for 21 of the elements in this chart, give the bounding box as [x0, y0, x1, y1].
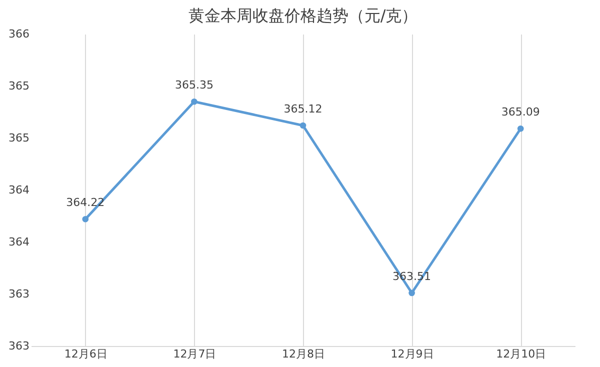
point	[191, 98, 198, 105]
y-tick-label: 363	[8, 288, 30, 300]
data-label: 365.35	[174, 78, 214, 92]
y-tick-label: 366	[8, 28, 30, 40]
chart-title: 黄金本周收盘价格趋势（元/克）	[188, 6, 418, 25]
x-tick-label: 12月9日	[390, 348, 434, 360]
point	[300, 122, 306, 129]
y-tick-label: 363	[8, 340, 30, 352]
x-tick-label: 12月8日	[282, 348, 325, 360]
x-tick-label: 12月6日	[64, 348, 108, 360]
x-tick-label: 12月10日	[496, 348, 546, 360]
data-label: 365.09	[501, 106, 540, 119]
point	[408, 290, 415, 296]
x-tick-label: 12月7日	[173, 348, 216, 360]
point	[82, 216, 89, 222]
y-tick-label: 364	[8, 236, 30, 248]
point	[517, 125, 524, 132]
y-tick-label: 365	[8, 80, 30, 92]
y-tick-label: 365	[8, 132, 30, 144]
data-label: 365.12	[284, 102, 322, 116]
y-tick-label: 364	[8, 184, 30, 196]
